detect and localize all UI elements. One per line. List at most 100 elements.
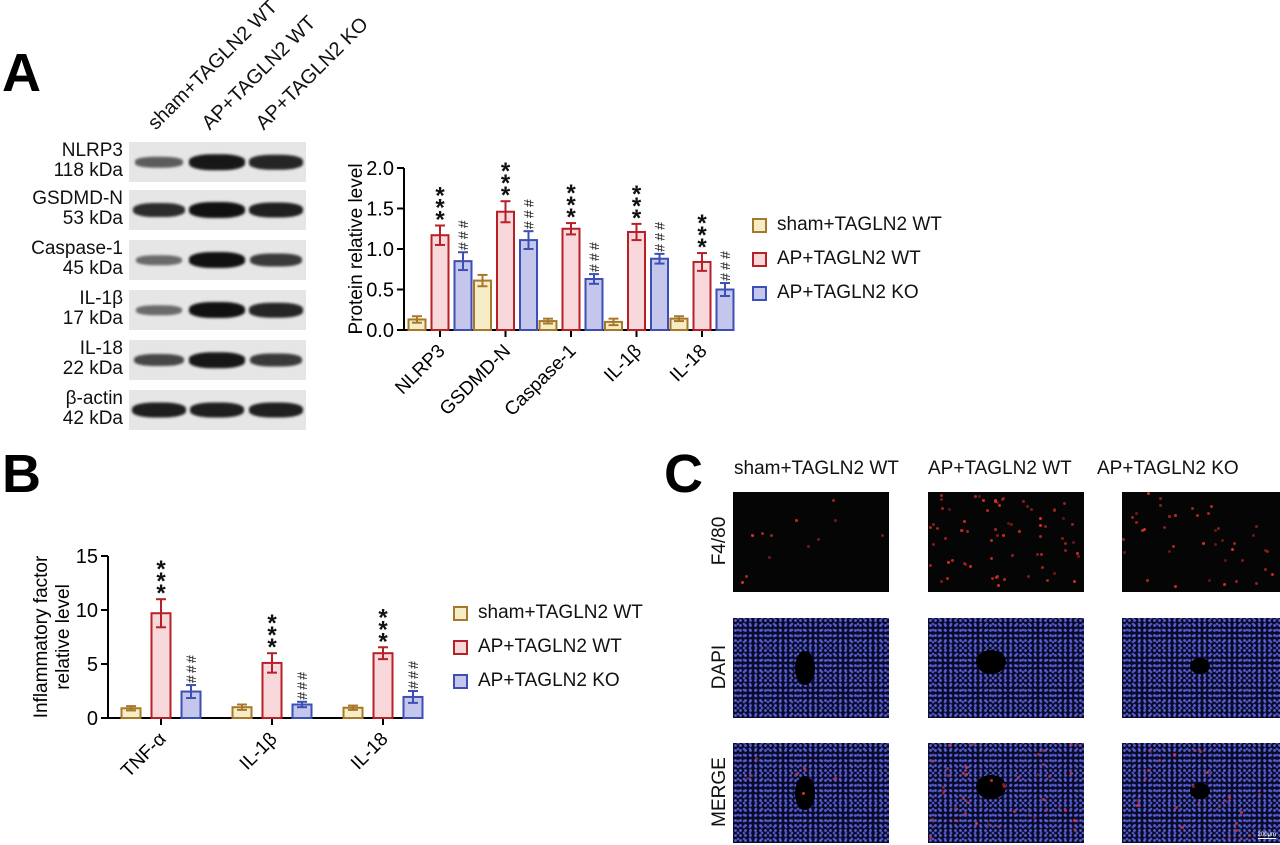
f480-signal bbox=[1027, 809, 1031, 813]
f480-signal bbox=[794, 772, 798, 776]
f480-signal bbox=[806, 545, 810, 549]
blot-row: GSDMD-N 53 kDa bbox=[0, 188, 320, 230]
micrograph-f480-2 bbox=[928, 492, 1084, 592]
f480-signal bbox=[1163, 525, 1167, 529]
f480-signal bbox=[761, 531, 765, 535]
svg-text:*: * bbox=[501, 158, 511, 185]
blot-image bbox=[129, 190, 306, 230]
f480-signal bbox=[931, 522, 935, 526]
f480-signal bbox=[1147, 769, 1151, 773]
f480-signal bbox=[1060, 536, 1064, 540]
f480-signal bbox=[1122, 538, 1126, 542]
protein-name: GSDMD-N bbox=[32, 188, 123, 209]
legend-label: AP+TAGLN2 KO bbox=[777, 282, 919, 303]
svg-text:15: 15 bbox=[76, 546, 98, 568]
svg-text:0: 0 bbox=[87, 708, 98, 730]
f480-signal bbox=[1201, 542, 1205, 546]
f480-signal bbox=[989, 556, 993, 560]
f480-signal bbox=[1012, 810, 1016, 814]
svg-text:Protein relative level: Protein relative level bbox=[346, 163, 367, 334]
svg-text:#: # bbox=[405, 681, 421, 689]
micrograph-merge-3: 200μm bbox=[1122, 743, 1280, 843]
blot-row-label: IL-1β 17 kDa bbox=[0, 288, 123, 330]
legend-swatch-icon bbox=[453, 605, 468, 621]
svg-text:*: * bbox=[435, 195, 445, 222]
blot-row-label: IL-18 22 kDa bbox=[0, 339, 123, 380]
protein-band bbox=[189, 202, 245, 218]
svg-text:#: # bbox=[586, 264, 602, 272]
f480-signal bbox=[1213, 528, 1217, 532]
f480-signal bbox=[944, 537, 948, 541]
f480-signal bbox=[962, 520, 966, 524]
svg-text:#: # bbox=[520, 221, 536, 229]
protein-size: 17 kDa bbox=[62, 308, 123, 329]
protein-name: IL-1β bbox=[79, 288, 123, 309]
protein-band bbox=[189, 302, 245, 318]
svg-text:#: # bbox=[294, 692, 310, 700]
f480-signal bbox=[1251, 533, 1255, 537]
f480-signal bbox=[1071, 540, 1075, 544]
svg-text:*: * bbox=[697, 222, 707, 249]
f480-signal bbox=[1240, 837, 1244, 841]
protein-band bbox=[249, 154, 303, 170]
svg-text:IL-1β: IL-1β bbox=[600, 341, 646, 387]
f480-signal bbox=[995, 533, 999, 537]
protein-band bbox=[250, 253, 302, 267]
legend-label: AP+TAGLN2 WT bbox=[777, 248, 921, 269]
protein-band bbox=[189, 252, 245, 268]
svg-text:5: 5 bbox=[87, 654, 98, 676]
f480-signal bbox=[1016, 775, 1020, 779]
f480-signal bbox=[947, 773, 951, 777]
panel-c-letter: C bbox=[664, 444, 703, 504]
f480-signal bbox=[1172, 544, 1176, 548]
svg-text:*: * bbox=[632, 193, 642, 220]
f480-signal bbox=[1144, 777, 1148, 781]
f480-signal bbox=[940, 498, 944, 502]
f480-signal bbox=[981, 499, 985, 503]
legend-item-ap-ko: AP+TAGLN2 KO bbox=[453, 664, 643, 698]
svg-text:#: # bbox=[651, 233, 667, 241]
svg-text:Caspase-1: Caspase-1 bbox=[501, 341, 581, 421]
f480-signal bbox=[990, 576, 994, 580]
f480-signal bbox=[1227, 796, 1231, 800]
blot-row-label: GSDMD-N 53 kDa bbox=[0, 188, 123, 230]
micrograph-dapi-3 bbox=[1122, 618, 1280, 718]
svg-text:NLRP3: NLRP3 bbox=[391, 341, 449, 399]
legend-swatch-icon bbox=[752, 217, 767, 233]
f480-signal bbox=[964, 811, 967, 815]
svg-text:1.0: 1.0 bbox=[366, 239, 394, 261]
svg-text:#: # bbox=[405, 671, 421, 679]
f480-signal bbox=[1038, 517, 1042, 521]
f480-signal bbox=[1271, 572, 1275, 576]
protein-band bbox=[136, 305, 182, 315]
svg-text:*: * bbox=[267, 610, 277, 637]
f480-signal bbox=[1198, 750, 1202, 754]
blot-image bbox=[129, 142, 306, 182]
svg-text:*: * bbox=[267, 622, 277, 649]
f480-signal bbox=[1147, 492, 1151, 496]
f480-signal bbox=[1042, 762, 1046, 766]
svg-text:*: * bbox=[566, 204, 576, 231]
protein-band bbox=[134, 354, 184, 366]
f480-signal bbox=[1192, 784, 1196, 788]
svg-text:#: # bbox=[651, 244, 667, 252]
micrograph-merge-2 bbox=[928, 743, 1084, 843]
f480-signal bbox=[1224, 559, 1228, 563]
legend-swatch-icon bbox=[752, 251, 767, 267]
f480-signal bbox=[970, 743, 974, 746]
protein-band bbox=[248, 402, 304, 418]
f480-signal bbox=[1002, 785, 1006, 789]
f480-signal bbox=[966, 801, 970, 805]
svg-text:#: # bbox=[294, 672, 310, 680]
f480-signal bbox=[928, 835, 932, 839]
legend-item-sham: sham+TAGLN2 WT bbox=[453, 596, 643, 630]
f480-signal bbox=[1135, 520, 1139, 524]
f480-signal bbox=[1029, 508, 1033, 511]
central-vein bbox=[976, 775, 1006, 799]
f480-signal bbox=[996, 574, 1000, 578]
f480-signal bbox=[1248, 833, 1252, 837]
f480-signal bbox=[940, 493, 944, 497]
svg-text:#: # bbox=[183, 655, 199, 663]
f480-signal bbox=[1209, 504, 1213, 508]
f480-signal bbox=[754, 756, 758, 760]
